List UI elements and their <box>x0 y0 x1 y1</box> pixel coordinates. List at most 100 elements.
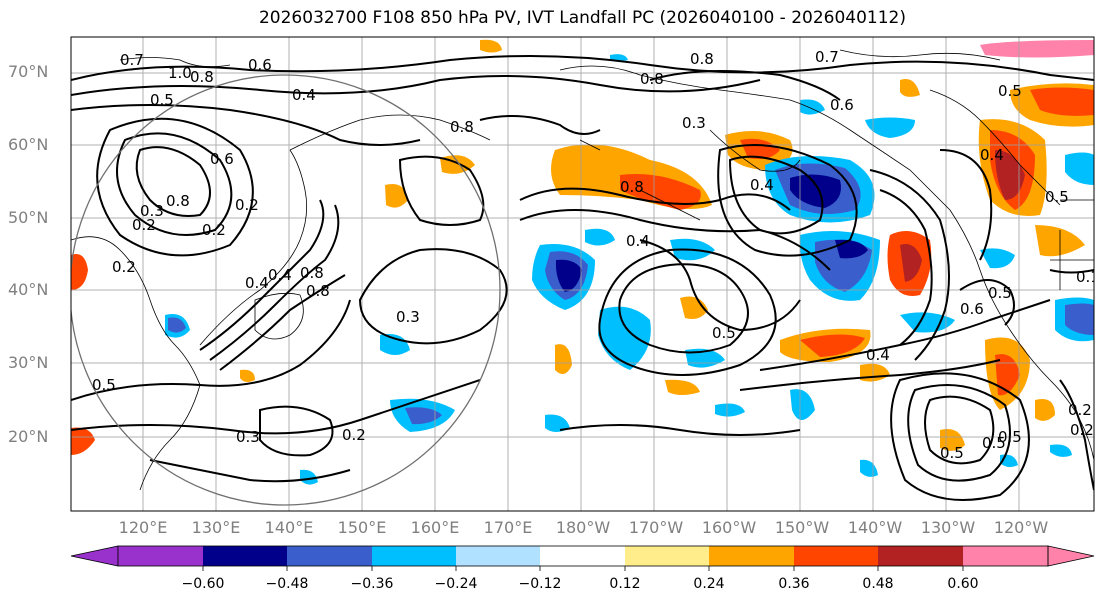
contour-label: 0.5 <box>712 324 736 342</box>
contour-label: 0.5 <box>940 444 964 462</box>
contour-label: 0.8 <box>450 118 474 136</box>
colorbar-tick-label: −0.36 <box>350 576 394 592</box>
contour-label: 0.4 <box>866 346 890 364</box>
contour-label: 0.8 <box>306 282 330 300</box>
contour-label: 0.2 <box>112 258 136 276</box>
colorbar-segment <box>372 546 456 566</box>
pv-positive-patch <box>555 344 572 374</box>
colorbar-tick-label: 0.12 <box>609 576 641 592</box>
contour-label: 0.2 <box>202 221 226 239</box>
colorbar-segment <box>118 546 203 566</box>
pv-negative-patch <box>1065 303 1094 335</box>
colorbar-segment <box>456 546 540 566</box>
pv-positive-patch <box>995 354 1020 396</box>
lon-label: 130°E <box>191 518 241 537</box>
lon-label: 170°W <box>628 518 684 537</box>
pv-positive-patch <box>680 296 708 319</box>
pv-positive-patch <box>385 184 408 208</box>
pv-negative-patch <box>715 403 745 417</box>
pv-positive-patch <box>240 369 255 383</box>
pv-negative-patch <box>1065 152 1094 185</box>
pv-positive-patch <box>71 427 95 455</box>
gridlines <box>71 37 1094 511</box>
pv-negative-patch <box>980 248 1015 269</box>
pv-negative-patch <box>1050 444 1072 457</box>
pv-negative-patch <box>405 407 442 425</box>
contour-label: 0.2 <box>1070 421 1094 439</box>
contour-label: 0.1 <box>1076 268 1100 286</box>
pv-positive-patch <box>1035 399 1055 421</box>
contour-label: 0.2 <box>342 426 366 444</box>
colorbar-segment <box>287 546 372 566</box>
contour-label: 0.4 <box>980 146 1004 164</box>
colorbar-tick-label: −0.12 <box>518 576 562 592</box>
contour-label: 1.0 <box>168 64 192 82</box>
contour-label: 0.5 <box>988 284 1012 302</box>
pv-negative-patch <box>790 174 841 208</box>
pv-contours <box>71 55 1094 501</box>
contour-label: 0.8 <box>190 68 214 86</box>
pv-negative-patch <box>790 389 815 420</box>
lon-label: 130°W <box>920 518 976 537</box>
contour-label: 0.5 <box>998 428 1022 446</box>
colorbar-segment <box>794 546 878 566</box>
pv-positive-patch <box>665 379 700 395</box>
contour-label: 0.3 <box>140 202 164 220</box>
colorbar-tick-label: 0.24 <box>693 576 725 592</box>
lat-label: 20°N <box>8 427 49 446</box>
contour-label: 0.6 <box>830 96 854 114</box>
pv-negative-patch <box>380 334 410 355</box>
colorbar-low-extend <box>70 545 119 567</box>
contour-label: 0.5 <box>150 91 174 109</box>
lon-label: 150°W <box>774 518 830 537</box>
contour-label: 0.4 <box>750 176 774 194</box>
contour-label: 0.7 <box>120 51 144 69</box>
pv-positive-patch <box>900 244 922 282</box>
lat-label: 60°N <box>8 135 49 154</box>
colorbar <box>70 545 1095 571</box>
colorbar-segment <box>540 546 625 566</box>
lon-label: 140°E <box>264 518 314 537</box>
lat-label: 30°N <box>8 353 49 372</box>
contour-label-layer: 0.6 0.8 0.8 0.7 1.0 0.8 0.5 0.4 0.6 0.8 … <box>92 48 1100 462</box>
colorbar-tick-label: −0.24 <box>434 576 478 592</box>
lon-label: 180°W <box>555 518 611 537</box>
lat-label: 70°N <box>8 62 49 81</box>
lon-label: 170°E <box>483 518 533 537</box>
lat-label: 50°N <box>8 208 49 227</box>
colorbar-segment <box>878 546 963 566</box>
contour-label: 0.4 <box>626 232 650 250</box>
contour-label: 0.5 <box>92 376 116 394</box>
colorbar-segment <box>963 546 1048 566</box>
contour-label: 0.2 <box>235 196 259 214</box>
colorbar-tick-label: −0.60 <box>181 576 225 592</box>
contour-label: 0.8 <box>620 178 644 196</box>
map-frame <box>70 36 1095 512</box>
colorbar-segment <box>625 546 709 566</box>
contour-label: 0.5 <box>982 434 1006 452</box>
contour-label: 0.4 <box>292 86 316 104</box>
lon-label: 160°W <box>701 518 757 537</box>
contour-label: 0.6 <box>210 150 234 168</box>
pv-negative-patch <box>585 228 615 246</box>
pv-negative-patch <box>555 259 582 292</box>
pv-negative-patch <box>835 239 868 259</box>
contour-label: 0.8 <box>690 50 714 68</box>
pv-negative-patch <box>168 317 186 333</box>
lat-label: 40°N <box>8 280 49 299</box>
pv-positive-patch <box>1030 87 1094 116</box>
contour-label: 0.5 <box>1045 188 1069 206</box>
reference-circle <box>71 74 501 506</box>
contour-label: 0.4 <box>245 274 269 292</box>
contour-label: 0.5 <box>998 82 1022 100</box>
map-title: 2026032700 F108 850 hPa PV, IVT Landfall… <box>258 8 906 28</box>
pv-positive-patch <box>480 39 502 53</box>
contour-label: 0.3 <box>396 308 420 326</box>
lon-label: 120°W <box>993 518 1049 537</box>
contour-label: 0.4 <box>268 266 292 284</box>
contour-label: 0.7 <box>815 48 839 66</box>
coastlines <box>71 49 1094 491</box>
pv-positive-patch <box>71 254 88 290</box>
contour-label: 0.8 <box>640 70 664 88</box>
